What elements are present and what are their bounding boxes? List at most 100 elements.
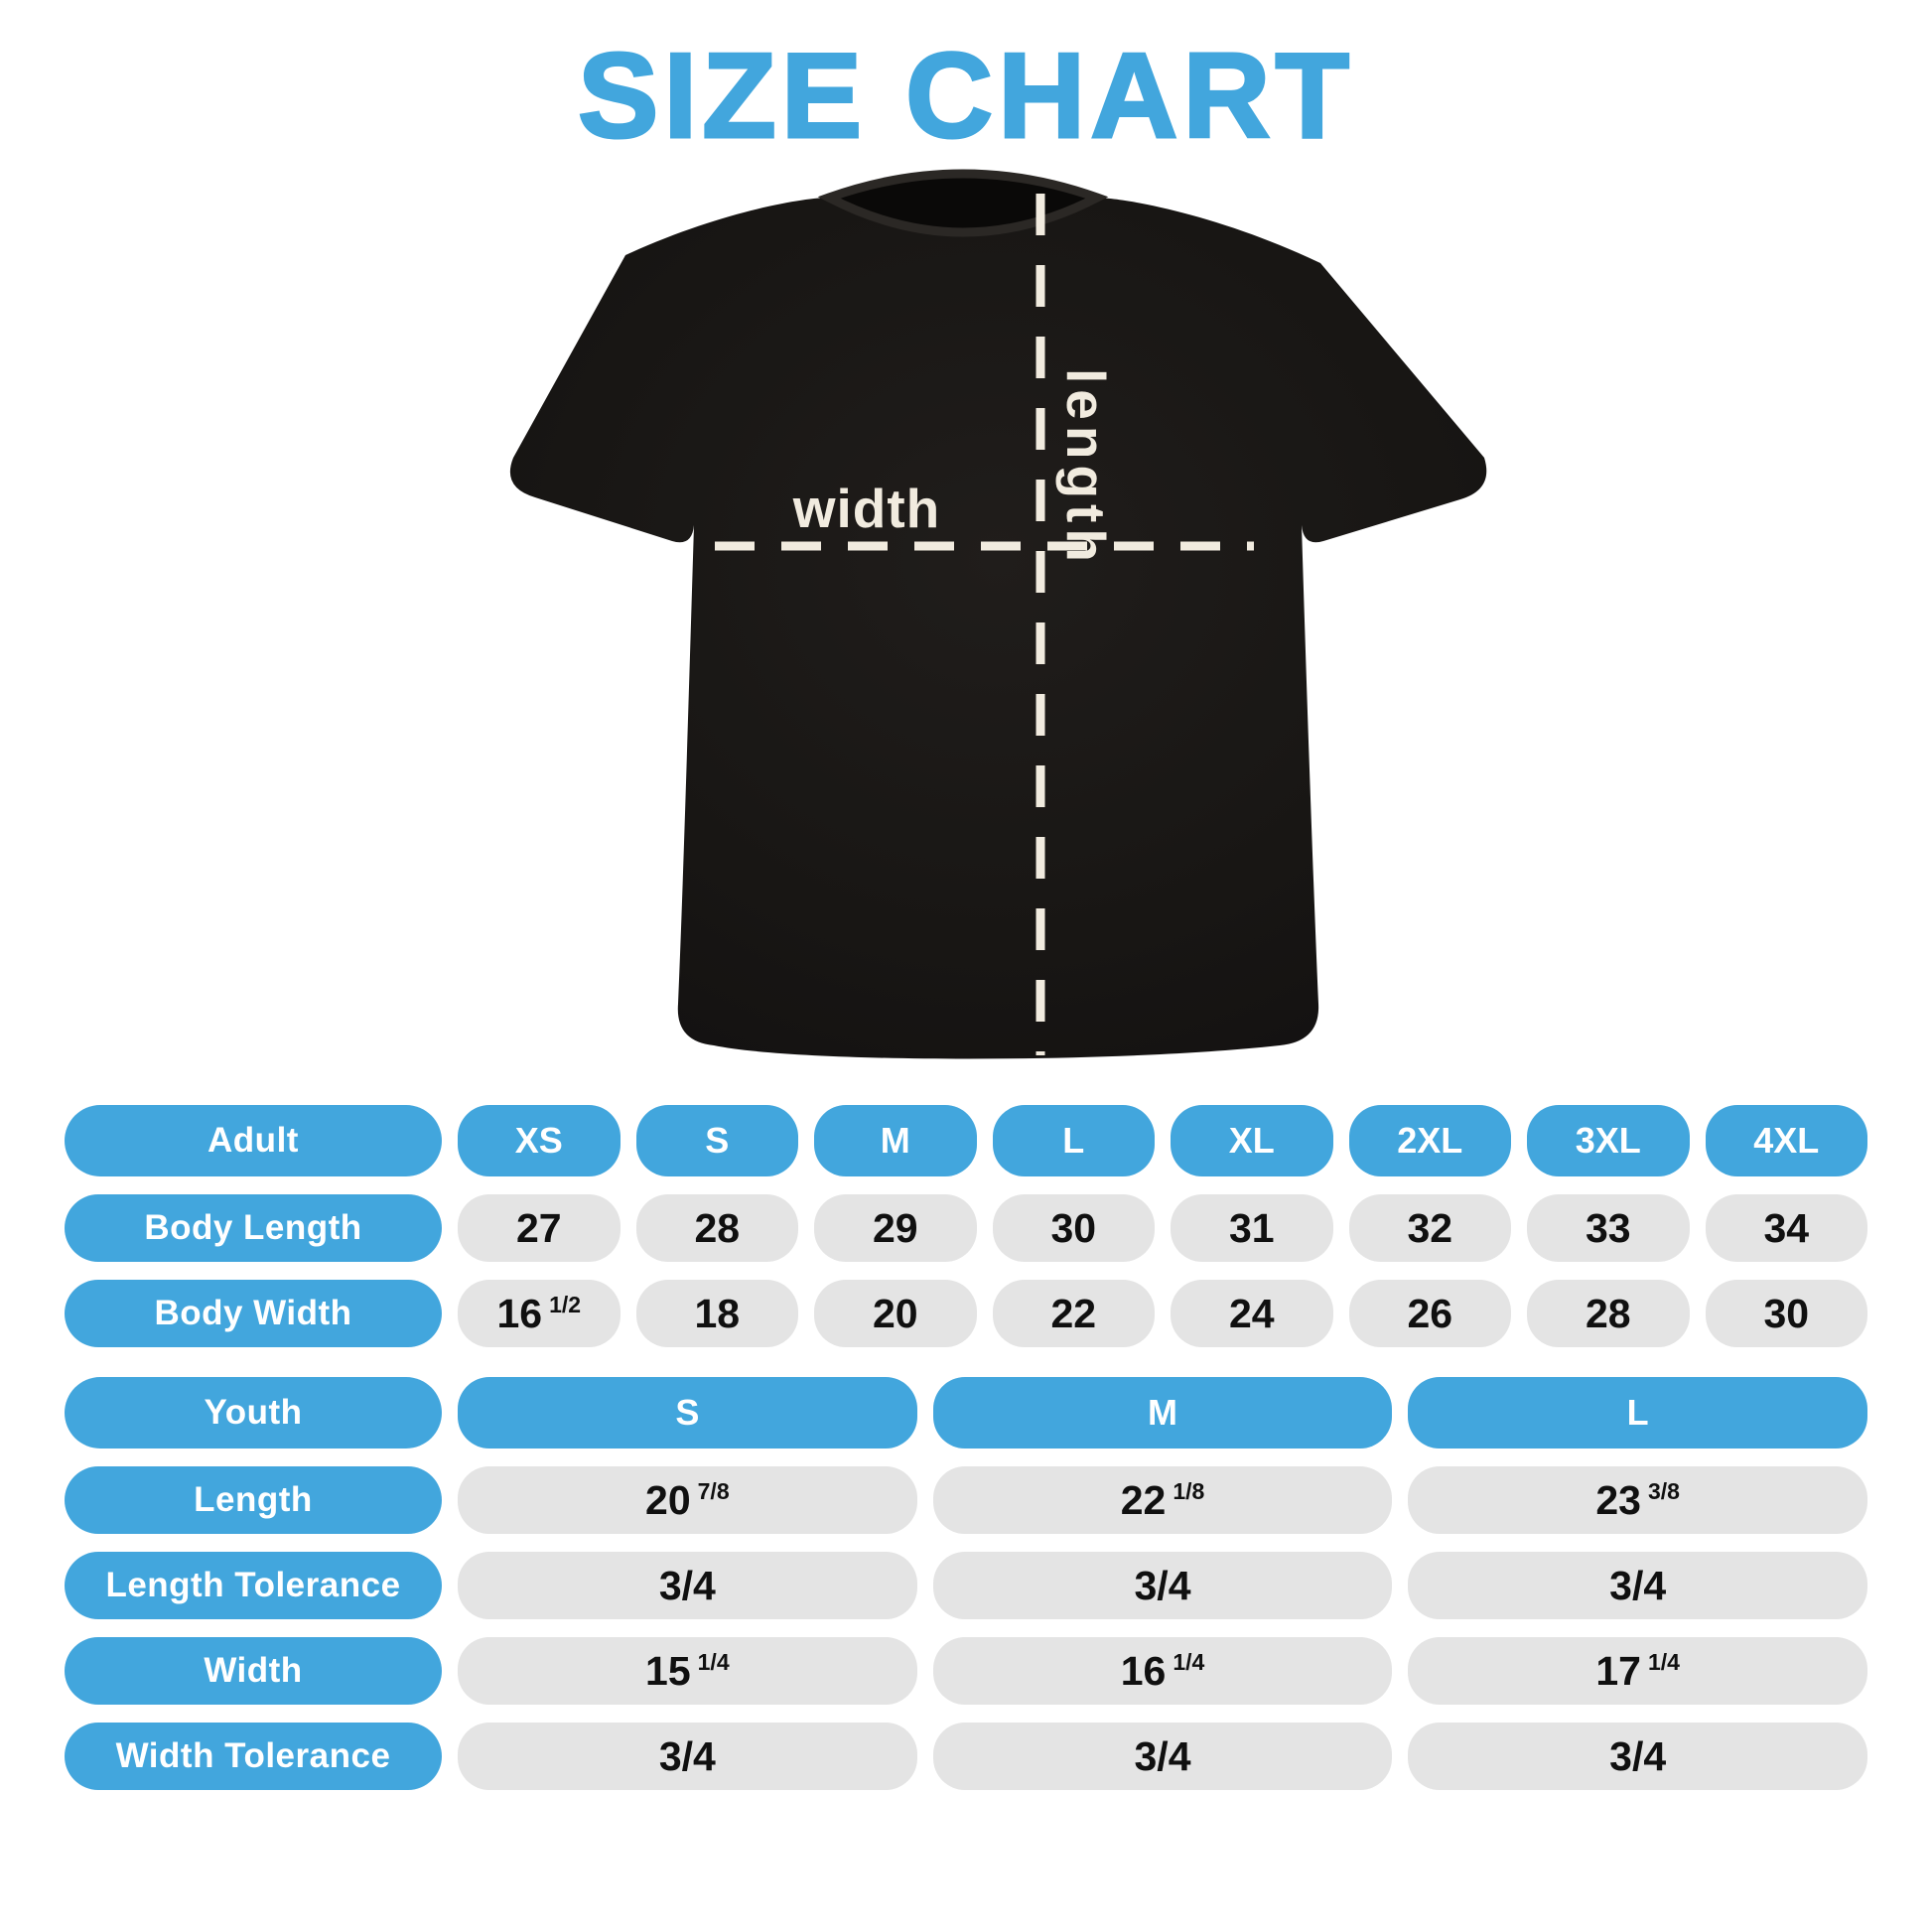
value-cell: 34 — [1705, 1194, 1867, 1262]
table-row: Body Length 27 28 29 30 31 32 33 34 — [65, 1194, 1867, 1262]
value-main: 29 — [872, 1204, 918, 1251]
value-main: 27 — [515, 1204, 562, 1251]
size-header-cell: M — [814, 1105, 977, 1176]
value-cell: 3/4 — [458, 1723, 917, 1790]
value-main: 26 — [1407, 1290, 1453, 1336]
value-cell: 24 — [1171, 1280, 1333, 1347]
value-fraction: 1/4 — [1173, 1648, 1205, 1675]
size-header-cell: 4XL — [1705, 1105, 1867, 1176]
value-fraction: 7/8 — [697, 1477, 730, 1504]
value-cell: 16 1/2 — [458, 1280, 621, 1347]
value-main: 3/4 — [1134, 1732, 1191, 1779]
value-cell: 28 — [1527, 1280, 1690, 1347]
value-cell: 30 — [992, 1194, 1155, 1262]
value-main: 3/4 — [658, 1732, 716, 1779]
value-main: 15 — [645, 1647, 691, 1694]
youth-size-table: Youth S M L Length 20 7/8 22 1/8 23 3/8 Length Tole… — [65, 1377, 1868, 1790]
value-cell: 15 1/4 — [458, 1637, 917, 1705]
value-cell: 26 — [1348, 1280, 1511, 1347]
value-main: 28 — [1585, 1290, 1631, 1336]
value-cell: 3/4 — [458, 1552, 917, 1619]
collar — [817, 169, 1109, 237]
table-row-label: Body Width — [65, 1280, 442, 1347]
table-header-row: Youth S M L — [65, 1377, 1868, 1449]
value-fraction: 1/8 — [1173, 1477, 1205, 1504]
table-row: Length 20 7/8 22 1/8 23 3/8 — [65, 1466, 1868, 1534]
value-main: 18 — [694, 1290, 741, 1336]
value-main: 30 — [1763, 1290, 1810, 1336]
size-tables: Adult XS S M L XL 2XL 3XL 4XL Body Length 27 28 29 30… — [65, 1105, 1868, 1808]
value-cell: 33 — [1527, 1194, 1690, 1262]
value-cell: 20 — [814, 1280, 977, 1347]
table-row: Width 15 1/4 16 1/4 17 1/4 — [65, 1637, 1868, 1705]
value-cell: 20 7/8 — [458, 1466, 917, 1534]
value-fraction: 1/4 — [697, 1648, 730, 1675]
value-cell: 31 — [1171, 1194, 1333, 1262]
tshirt-graphic: width length — [509, 169, 1487, 1059]
table-row: Length Tolerance 3/4 3/4 3/4 — [65, 1552, 1868, 1619]
value-main: 16 — [496, 1290, 543, 1336]
value-cell: 18 — [635, 1280, 798, 1347]
value-main: 16 — [1120, 1647, 1167, 1694]
value-main: 28 — [694, 1204, 741, 1251]
value-main: 3/4 — [1609, 1732, 1667, 1779]
size-header-cell: XS — [458, 1105, 621, 1176]
value-main: 20 — [645, 1476, 691, 1523]
tshirt-body — [509, 198, 1487, 1059]
tshirt-measurement-diagram: width length — [422, 164, 1509, 1087]
size-header-cell: L — [1408, 1377, 1868, 1449]
adult-size-table: Adult XS S M L XL 2XL 3XL 4XL Body Length 27 28 29 30… — [65, 1105, 1867, 1347]
value-main: 22 — [1050, 1290, 1097, 1336]
table-row-label: Youth — [65, 1377, 442, 1449]
value-fraction: 1/4 — [1647, 1648, 1680, 1675]
width-label: width — [792, 478, 941, 539]
value-fraction: 3/8 — [1647, 1477, 1680, 1504]
value-main: 3/4 — [1134, 1562, 1191, 1608]
length-label: length — [1055, 368, 1117, 568]
table-header-row: Adult XS S M L XL 2XL 3XL 4XL — [65, 1105, 1867, 1176]
table-row: Body Width 16 1/2 18 20 22 24 26 28 30 — [65, 1280, 1867, 1347]
value-cell: 28 — [635, 1194, 798, 1262]
table-row-label: Length Tolerance — [65, 1552, 442, 1619]
value-main: 20 — [872, 1290, 918, 1336]
table-row: Width Tolerance 3/4 3/4 3/4 — [65, 1723, 1868, 1790]
table-row-label: Width — [65, 1637, 442, 1705]
value-cell: 3/4 — [1408, 1552, 1868, 1619]
size-header-cell: XL — [1171, 1105, 1333, 1176]
value-cell: 22 — [992, 1280, 1155, 1347]
size-header-cell: S — [458, 1377, 917, 1449]
size-header-cell: M — [932, 1377, 1393, 1449]
table-row-label: Length — [65, 1466, 442, 1534]
value-main: 3/4 — [1609, 1562, 1667, 1608]
table-row-label: Width Tolerance — [65, 1723, 442, 1790]
value-main: 33 — [1585, 1204, 1631, 1251]
value-main: 32 — [1407, 1204, 1453, 1251]
size-header-cell: S — [635, 1105, 798, 1176]
value-cell: 29 — [814, 1194, 977, 1262]
value-cell: 16 1/4 — [932, 1637, 1393, 1705]
value-main: 34 — [1763, 1204, 1810, 1251]
size-header-cell: 2XL — [1348, 1105, 1511, 1176]
page-title: SIZE CHART — [577, 27, 1354, 165]
value-cell: 3/4 — [932, 1723, 1393, 1790]
value-cell: 32 — [1348, 1194, 1511, 1262]
value-main: 17 — [1595, 1647, 1641, 1694]
size-header-cell: 3XL — [1527, 1105, 1690, 1176]
value-main: 23 — [1595, 1476, 1641, 1523]
value-main: 3/4 — [658, 1562, 716, 1608]
value-cell: 23 3/8 — [1408, 1466, 1868, 1534]
value-cell: 22 1/8 — [932, 1466, 1393, 1534]
table-row-label: Body Length — [65, 1194, 442, 1262]
value-cell: 27 — [458, 1194, 621, 1262]
size-header-cell: L — [992, 1105, 1155, 1176]
value-cell: 30 — [1705, 1280, 1867, 1347]
value-cell: 17 1/4 — [1408, 1637, 1868, 1705]
value-main: 24 — [1228, 1290, 1275, 1336]
value-fraction: 1/2 — [549, 1291, 582, 1317]
value-main: 31 — [1228, 1204, 1275, 1251]
value-cell: 3/4 — [932, 1552, 1393, 1619]
value-main: 30 — [1050, 1204, 1097, 1251]
value-cell: 3/4 — [1408, 1723, 1868, 1790]
table-row-label: Adult — [65, 1105, 442, 1176]
value-main: 22 — [1120, 1476, 1167, 1523]
